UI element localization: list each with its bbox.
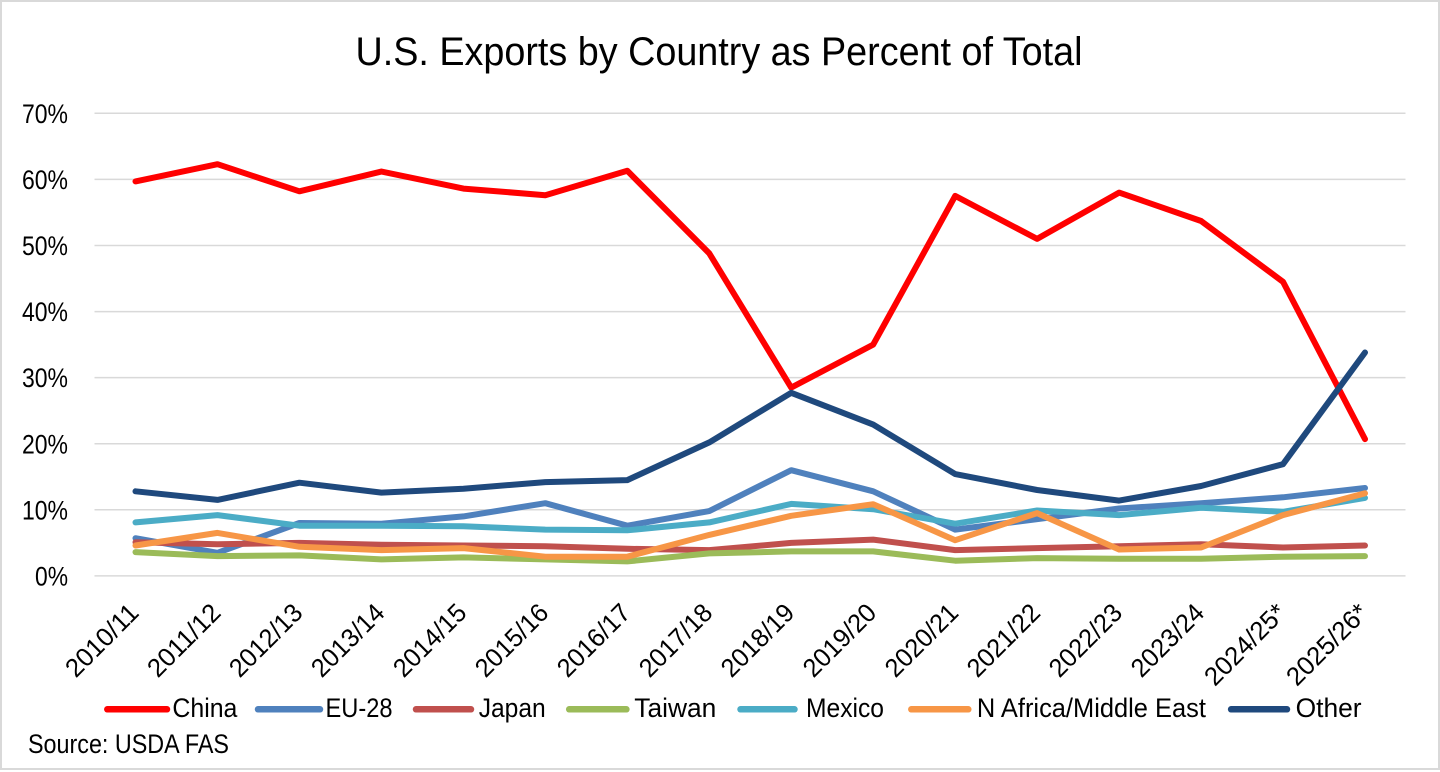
- svg-text:Mexico: Mexico: [806, 693, 884, 723]
- svg-text:Taiwan: Taiwan: [634, 693, 716, 723]
- svg-text:50%: 50%: [22, 231, 68, 261]
- svg-text:China: China: [172, 693, 238, 723]
- svg-text:Source: USDA FAS: Source: USDA FAS: [28, 729, 229, 759]
- svg-text:EU-28: EU-28: [326, 693, 393, 723]
- svg-text:N Africa/Middle East: N Africa/Middle East: [977, 693, 1206, 723]
- svg-text:30%: 30%: [22, 363, 68, 393]
- svg-text:0%: 0%: [35, 562, 68, 592]
- svg-text:60%: 60%: [22, 165, 68, 195]
- svg-text:40%: 40%: [22, 297, 68, 327]
- svg-text:10%: 10%: [22, 495, 68, 525]
- svg-text:20%: 20%: [22, 429, 68, 459]
- svg-text:Other: Other: [1296, 693, 1362, 723]
- svg-text:70%: 70%: [22, 99, 68, 129]
- svg-text:Japan: Japan: [479, 693, 546, 723]
- svg-text:U.S. Exports by Country as Per: U.S. Exports by Country as Percent of To…: [356, 29, 1083, 74]
